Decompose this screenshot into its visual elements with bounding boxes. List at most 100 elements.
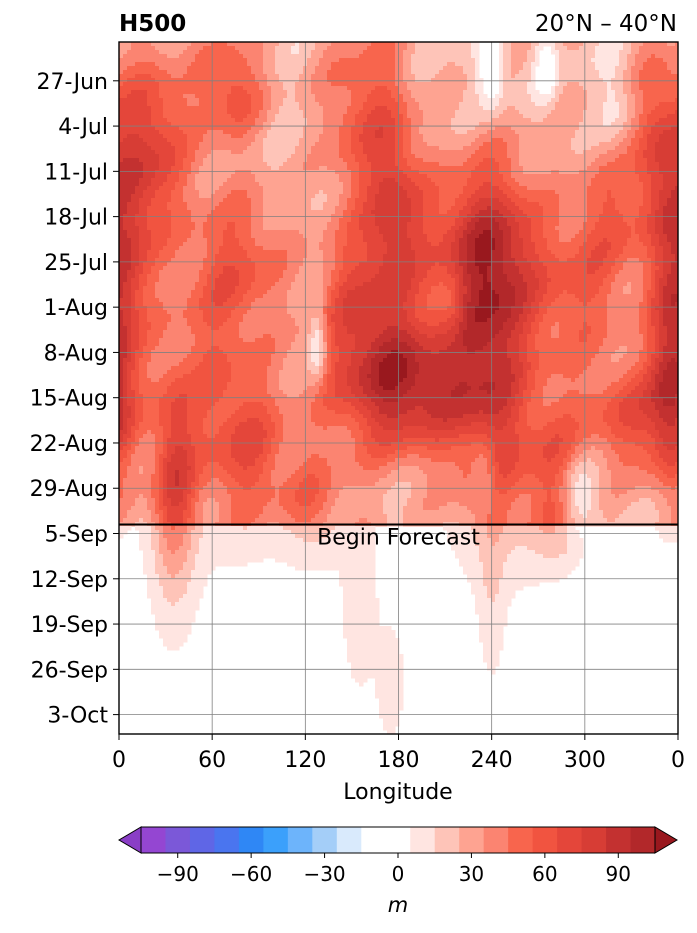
- heatmap-cell: [651, 166, 656, 171]
- heatmap-cell: [363, 118, 368, 123]
- heatmap-cell: [655, 86, 660, 91]
- heatmap-cell: [503, 126, 508, 131]
- heatmap-cell: [483, 142, 488, 147]
- heatmap-cell: [531, 106, 536, 111]
- heatmap-cell: [523, 134, 528, 139]
- heatmap-cell: [467, 70, 472, 75]
- heatmap-cell: [339, 102, 344, 107]
- heatmap-cell: [567, 82, 572, 87]
- heatmap-cell: [451, 174, 456, 179]
- heatmap-cell: [267, 54, 272, 59]
- heatmap-cell: [283, 186, 288, 191]
- heatmap-cell: [523, 110, 528, 115]
- heatmap-cell: [231, 98, 236, 103]
- heatmap-cell: [619, 50, 624, 55]
- heatmap-cell: [143, 70, 148, 75]
- heatmap-cell: [279, 102, 284, 107]
- heatmap-cell: [195, 114, 200, 119]
- heatmap-cell: [335, 142, 340, 147]
- heatmap-cell: [479, 86, 484, 91]
- heatmap-cell: [439, 110, 444, 115]
- heatmap-cell: [139, 86, 144, 91]
- heatmap-cell: [191, 182, 196, 187]
- heatmap-cell: [231, 110, 236, 115]
- heatmap-cell: [231, 66, 236, 71]
- heatmap-cell: [503, 106, 508, 111]
- heatmap-cell: [431, 70, 436, 75]
- heatmap-cell: [363, 50, 368, 55]
- heatmap-cell: [399, 58, 404, 63]
- heatmap-cell: [379, 126, 384, 131]
- heatmap-cell: [503, 82, 508, 87]
- heatmap-cell: [499, 62, 504, 67]
- heatmap-cell: [263, 74, 268, 79]
- heatmap-cell: [319, 130, 324, 135]
- heatmap-cell: [127, 54, 132, 59]
- heatmap-cell: [647, 154, 652, 159]
- heatmap-cell: [623, 78, 628, 83]
- heatmap-cell: [235, 86, 240, 91]
- heatmap-cell: [603, 94, 608, 99]
- heatmap-cell: [575, 50, 580, 55]
- heatmap-cell: [503, 98, 508, 103]
- heatmap-cell: [223, 50, 228, 55]
- heatmap-cell: [411, 66, 416, 71]
- heatmap-cell: [187, 82, 192, 87]
- heatmap-cell: [347, 150, 352, 155]
- heatmap-cell: [559, 178, 564, 183]
- heatmap-cell: [615, 70, 620, 75]
- heatmap-cell: [163, 186, 168, 191]
- heatmap-cell: [363, 154, 368, 159]
- heatmap-cell: [663, 126, 668, 131]
- heatmap-cell: [523, 146, 528, 151]
- heatmap-cell: [575, 174, 580, 179]
- heatmap-cell: [591, 130, 596, 135]
- heatmap-cell: [479, 130, 484, 135]
- heatmap-cell: [675, 114, 680, 119]
- heatmap-cell: [151, 110, 156, 115]
- heatmap-cell: [615, 78, 620, 83]
- heatmap-cell: [231, 46, 236, 51]
- heatmap-cell: [127, 74, 132, 79]
- heatmap-cell: [299, 154, 304, 159]
- heatmap-cell: [607, 162, 612, 167]
- heatmap-cell: [579, 114, 584, 119]
- heatmap-cell: [267, 138, 272, 143]
- heatmap-cell: [139, 182, 144, 187]
- heatmap-cell: [567, 130, 572, 135]
- heatmap-cell: [639, 82, 644, 87]
- heatmap-cell: [183, 106, 188, 111]
- heatmap-cell: [587, 50, 592, 55]
- heatmap-cell: [619, 118, 624, 123]
- heatmap-cell: [279, 158, 284, 163]
- heatmap-cell: [207, 66, 212, 71]
- heatmap-cell: [643, 126, 648, 131]
- heatmap-cell: [399, 178, 404, 183]
- heatmap-cell: [267, 86, 272, 91]
- heatmap-cell: [155, 66, 160, 71]
- heatmap-cell: [587, 166, 592, 171]
- heatmap-cell: [607, 46, 612, 51]
- heatmap-cell: [447, 134, 452, 139]
- heatmap-cell: [447, 106, 452, 111]
- heatmap-cell: [547, 178, 552, 183]
- heatmap-cell: [315, 98, 320, 103]
- heatmap-cell: [415, 58, 420, 63]
- heatmap-cell: [279, 58, 284, 63]
- heatmap-cell: [611, 114, 616, 119]
- heatmap-cell: [175, 46, 180, 51]
- heatmap-cell: [407, 82, 412, 87]
- heatmap-cell: [551, 142, 556, 147]
- heatmap-cell: [663, 102, 668, 107]
- heatmap-cell: [415, 110, 420, 115]
- heatmap-cell: [659, 74, 664, 79]
- heatmap-cell: [139, 62, 144, 67]
- heatmap-cell: [187, 138, 192, 143]
- heatmap-cell: [123, 98, 128, 103]
- heatmap-cell: [191, 46, 196, 51]
- heatmap-cell: [335, 114, 340, 119]
- heatmap-cell: [163, 126, 168, 131]
- heatmap-cell: [607, 98, 612, 103]
- heatmap-cell: [387, 78, 392, 83]
- heatmap-cell: [207, 118, 212, 123]
